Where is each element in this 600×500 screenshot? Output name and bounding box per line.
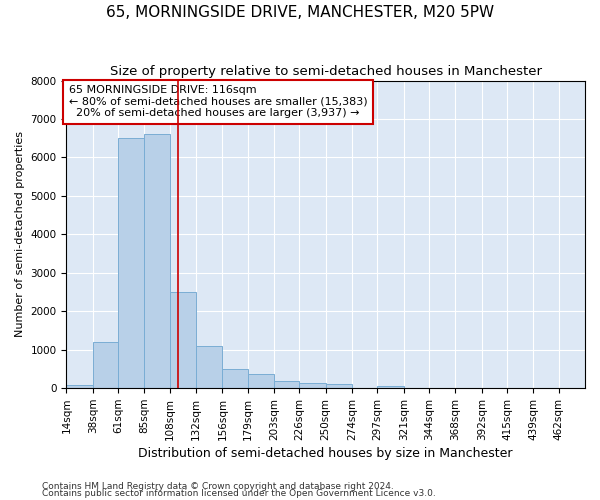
Bar [118, 138, 145, 388]
Bar [377, 386, 404, 388]
Bar [326, 384, 352, 388]
Bar [145, 134, 170, 388]
Bar [67, 385, 93, 388]
Text: 65, MORNINGSIDE DRIVE, MANCHESTER, M20 5PW: 65, MORNINGSIDE DRIVE, MANCHESTER, M20 5… [106, 5, 494, 20]
Bar [196, 346, 223, 388]
Bar [248, 374, 274, 388]
Text: Contains public sector information licensed under the Open Government Licence v3: Contains public sector information licen… [42, 490, 436, 498]
Bar [299, 383, 326, 388]
Bar [93, 342, 118, 388]
Text: 65 MORNINGSIDE DRIVE: 116sqm
← 80% of semi-detached houses are smaller (15,383)
: 65 MORNINGSIDE DRIVE: 116sqm ← 80% of se… [69, 85, 368, 118]
Bar [170, 292, 196, 388]
Title: Size of property relative to semi-detached houses in Manchester: Size of property relative to semi-detach… [110, 65, 542, 78]
X-axis label: Distribution of semi-detached houses by size in Manchester: Distribution of semi-detached houses by … [139, 447, 513, 460]
Y-axis label: Number of semi-detached properties: Number of semi-detached properties [15, 132, 25, 338]
Text: Contains HM Land Registry data © Crown copyright and database right 2024.: Contains HM Land Registry data © Crown c… [42, 482, 394, 491]
Bar [274, 380, 299, 388]
Bar [223, 369, 248, 388]
